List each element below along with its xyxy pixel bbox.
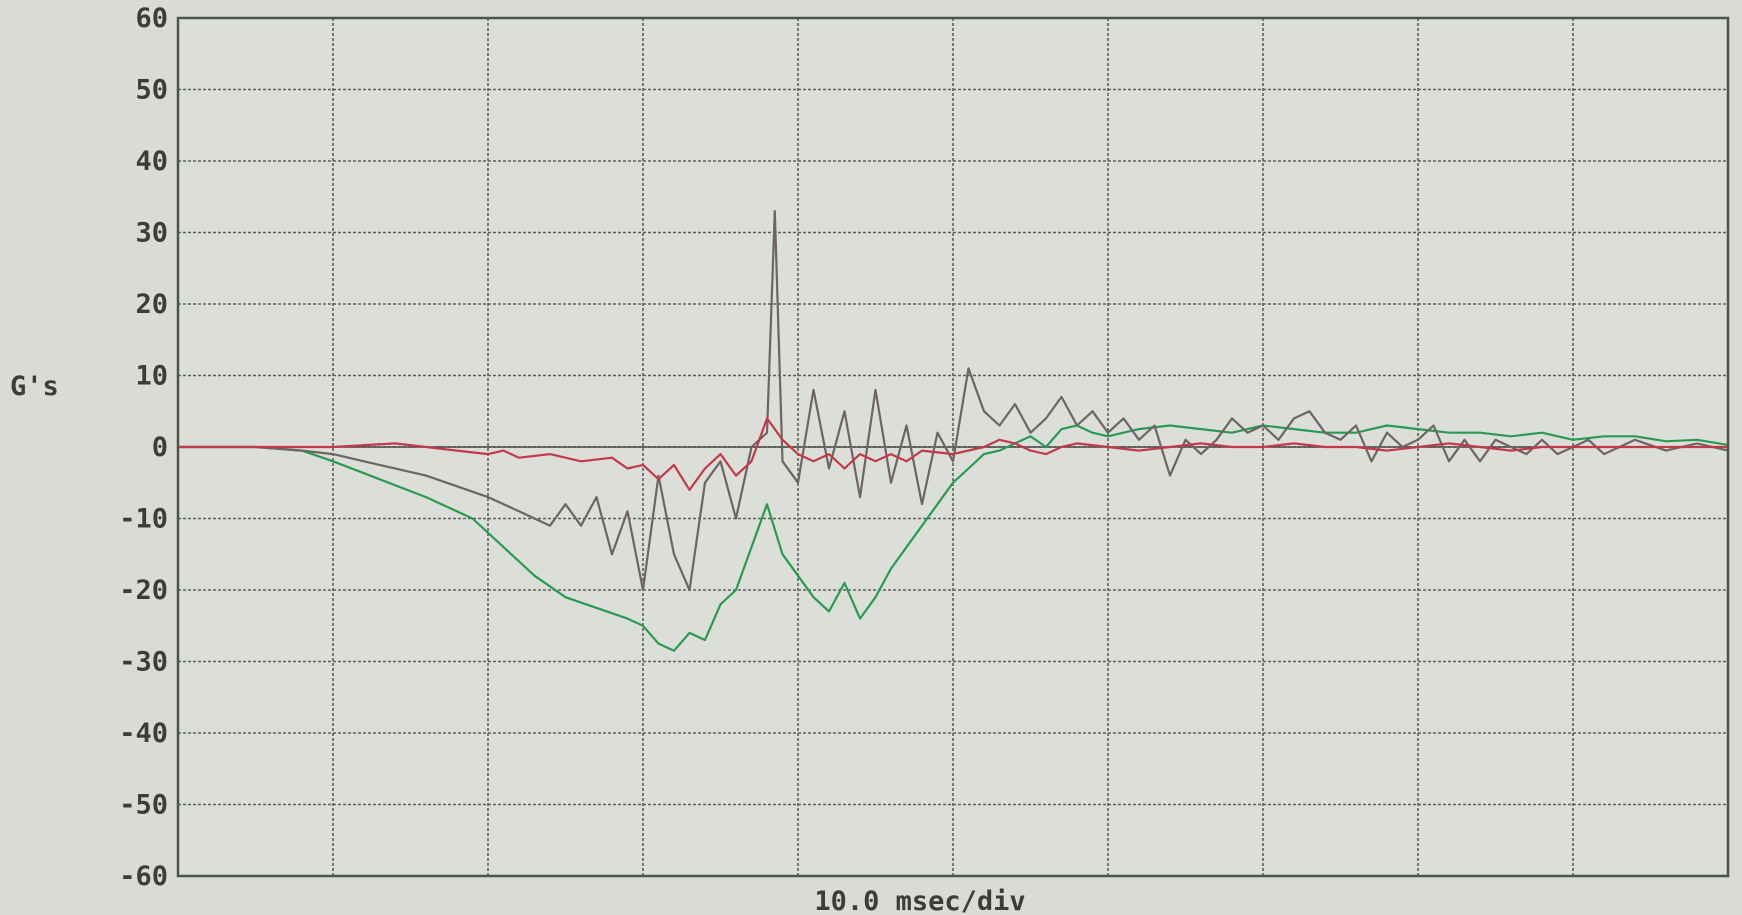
y-tick-label: 40 [135,146,168,177]
y-tick-label: -60 [119,861,168,892]
x-axis-label: 10.0 msec/div [814,886,1025,915]
y-axis-label: G's [10,371,59,402]
series-group [178,210,1729,652]
plot-frame [176,16,1730,878]
y-tick-labels: 60 50 40 30 20 10 0 -10 -20 -30 -40 -50 -60 [119,3,168,892]
y-tick-label: -50 [119,790,168,821]
grid [178,18,1728,876]
y-tick-label: 30 [135,218,168,249]
series-line-3 [178,417,1728,491]
y-tick-label: 10 [135,361,168,392]
y-tick-label: 50 [135,75,168,106]
series-line-1 [178,424,1729,652]
y-tick-label: 20 [135,289,168,320]
y-tick-label: 0 [152,432,168,463]
y-tick-label: -30 [119,647,168,678]
series-line-2 [178,210,1729,592]
y-tick-label: 60 [135,3,168,34]
y-tick-label: -40 [119,718,168,749]
y-tick-label: -20 [119,575,168,606]
y-tick-label: -10 [119,504,168,535]
